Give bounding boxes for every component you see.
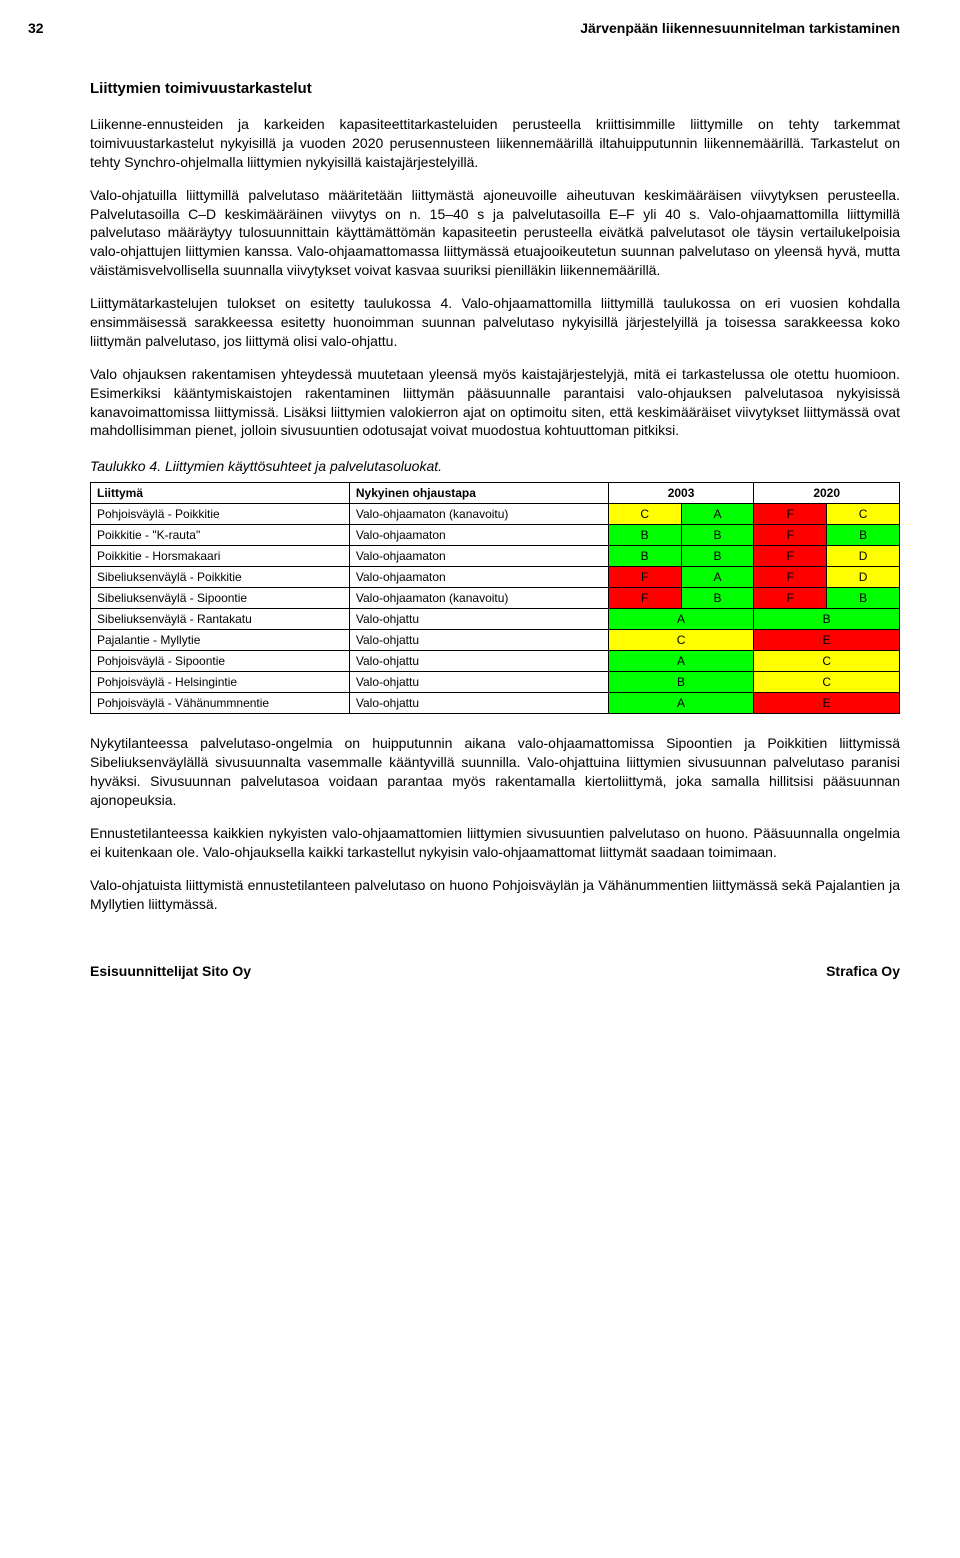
cell-grade: E: [754, 693, 900, 714]
cell-liittyma: Sibeliuksenväylä - Poikkitie: [91, 567, 350, 588]
cell-grade: C: [754, 651, 900, 672]
cell-grade: A: [608, 651, 754, 672]
page-footer: Esisuunnittelijat Sito Oy Strafica Oy: [0, 957, 960, 991]
cell-ohjaustapa: Valo-ohjaamaton (kanavoitu): [349, 504, 608, 525]
cell-grade: B: [608, 672, 754, 693]
cell-grade: F: [754, 588, 827, 609]
cell-ohjaustapa: Valo-ohjaamaton (kanavoitu): [349, 588, 608, 609]
col-ohjaustapa: Nykyinen ohjaustapa: [349, 483, 608, 504]
cell-liittyma: Pohjoisväylä - Vähänummnentie: [91, 693, 350, 714]
table-row: Pohjoisväylä - PoikkitieValo-ohjaamaton …: [91, 504, 900, 525]
table-row: Sibeliuksenväylä - RantakatuValo-ohjattu…: [91, 609, 900, 630]
cell-liittyma: Pohjoisväylä - Helsingintie: [91, 672, 350, 693]
col-2003: 2003: [608, 483, 754, 504]
paragraph-6: Ennustetilanteessa kaikkien nykyisten va…: [90, 824, 900, 862]
cell-grade: A: [608, 609, 754, 630]
table-row: Poikkitie - HorsmakaariValo-ohjaamatonBB…: [91, 546, 900, 567]
cell-grade: A: [608, 693, 754, 714]
table-row: Sibeliuksenväylä - SipoontieValo-ohjaama…: [91, 588, 900, 609]
cell-ohjaustapa: Valo-ohjaamaton: [349, 567, 608, 588]
cell-grade: C: [608, 630, 754, 651]
table-header-row: Liittymä Nykyinen ohjaustapa 2003 2020: [91, 483, 900, 504]
cell-grade: B: [681, 525, 754, 546]
cell-grade: F: [608, 567, 681, 588]
paragraph-3: Liittymätarkastelujen tulokset on esitet…: [90, 294, 900, 351]
cell-grade: F: [608, 588, 681, 609]
cell-ohjaustapa: Valo-ohjattu: [349, 693, 608, 714]
table-body: Pohjoisväylä - PoikkitieValo-ohjaamaton …: [91, 504, 900, 714]
cell-grade: B: [608, 525, 681, 546]
cell-liittyma: Poikkitie - Horsmakaari: [91, 546, 350, 567]
cell-grade: B: [681, 588, 754, 609]
cell-liittyma: Pohjoisväylä - Poikkitie: [91, 504, 350, 525]
table-row: Poikkitie - "K-rauta"Valo-ohjaamatonBBFB: [91, 525, 900, 546]
col-2020: 2020: [754, 483, 900, 504]
cell-grade: A: [681, 504, 754, 525]
footer-right: Strafica Oy: [826, 963, 900, 979]
cell-ohjaustapa: Valo-ohjattu: [349, 609, 608, 630]
cell-ohjaustapa: Valo-ohjattu: [349, 651, 608, 672]
cell-liittyma: Sibeliuksenväylä - Sipoontie: [91, 588, 350, 609]
cell-liittyma: Pohjoisväylä - Sipoontie: [91, 651, 350, 672]
paragraph-7: Valo-ohjatuista liittymistä ennustetilan…: [90, 876, 900, 914]
cell-grade: E: [754, 630, 900, 651]
footer-left: Esisuunnittelijat Sito Oy: [90, 963, 251, 979]
cell-grade: C: [827, 504, 900, 525]
cell-grade: B: [827, 588, 900, 609]
table-row: Sibeliuksenväylä - PoikkitieValo-ohjaama…: [91, 567, 900, 588]
cell-grade: C: [754, 672, 900, 693]
cell-grade: D: [827, 546, 900, 567]
service-level-table: Liittymä Nykyinen ohjaustapa 2003 2020 P…: [90, 482, 900, 714]
cell-grade: F: [754, 504, 827, 525]
table-row: Pajalantie - MyllytieValo-ohjattuCE: [91, 630, 900, 651]
cell-grade: F: [754, 567, 827, 588]
cell-ohjaustapa: Valo-ohjattu: [349, 630, 608, 651]
col-liittyma: Liittymä: [91, 483, 350, 504]
cell-grade: F: [754, 546, 827, 567]
page-header-title: Järvenpään liikennesuunnitelman tarkista…: [580, 20, 900, 36]
cell-liittyma: Poikkitie - "K-rauta": [91, 525, 350, 546]
paragraph-5: Nykytilanteessa palvelutaso-ongelmia on …: [90, 734, 900, 810]
cell-grade: B: [754, 609, 900, 630]
table-row: Pohjoisväylä - VähänummnentieValo-ohjatt…: [91, 693, 900, 714]
table-row: Pohjoisväylä - HelsingintieValo-ohjattuB…: [91, 672, 900, 693]
paragraph-2: Valo-ohjatuilla liittymillä palvelutaso …: [90, 186, 900, 280]
cell-grade: B: [608, 546, 681, 567]
section-title: Liittymien toimivuustarkastelut: [90, 80, 900, 97]
cell-ohjaustapa: Valo-ohjaamaton: [349, 525, 608, 546]
table-caption: Taulukko 4. Liittymien käyttösuhteet ja …: [90, 458, 900, 474]
cell-grade: B: [827, 525, 900, 546]
paragraph-4: Valo ohjauksen rakentamisen yhteydessä m…: [90, 365, 900, 441]
cell-grade: A: [681, 567, 754, 588]
cell-grade: B: [681, 546, 754, 567]
table-row: Pohjoisväylä - SipoontieValo-ohjattuAC: [91, 651, 900, 672]
cell-grade: D: [827, 567, 900, 588]
cell-grade: F: [754, 525, 827, 546]
cell-liittyma: Sibeliuksenväylä - Rantakatu: [91, 609, 350, 630]
cell-ohjaustapa: Valo-ohjattu: [349, 672, 608, 693]
table-header: Liittymä Nykyinen ohjaustapa 2003 2020: [91, 483, 900, 504]
paragraph-1: Liikenne-ennusteiden ja karkeiden kapasi…: [90, 115, 900, 172]
cell-grade: C: [608, 504, 681, 525]
cell-liittyma: Pajalantie - Myllytie: [91, 630, 350, 651]
page-number: 32: [28, 20, 44, 36]
cell-ohjaustapa: Valo-ohjaamaton: [349, 546, 608, 567]
